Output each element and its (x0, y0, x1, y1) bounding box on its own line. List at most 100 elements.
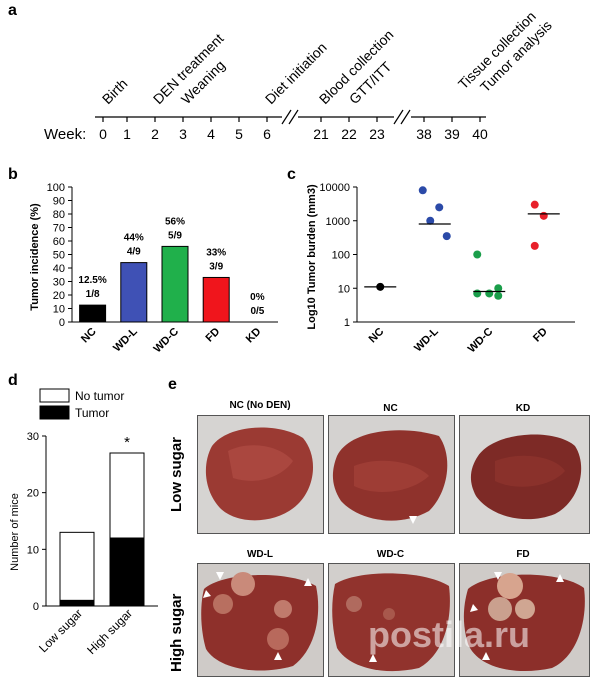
x-tick-label: WD-C (151, 326, 181, 356)
photo-title-wd-c: WD-C (376, 549, 405, 560)
data-point (426, 216, 435, 225)
data-point (485, 289, 494, 298)
y-tick-label: 0 (33, 601, 39, 613)
photo-title-kd: KD (515, 403, 531, 414)
data-point (442, 232, 451, 241)
timeline-tick-label: 6 (263, 126, 271, 142)
tumor-arrowhead-icon (369, 654, 377, 662)
stacked-bar-segment (59, 531, 95, 601)
x-tick-label: NC (79, 326, 99, 346)
bar (120, 262, 148, 323)
data-point (494, 284, 503, 293)
y-tick-label: 30 (27, 431, 39, 443)
bar-data-label: 1/8 (86, 289, 100, 300)
photo-title-nc: NC (383, 403, 398, 414)
y-tick-label: 1 (344, 317, 350, 329)
timeline-tick-label: 3 (179, 126, 187, 142)
y-tick-label: 100 (47, 182, 65, 194)
x-tick-label: Low sugar (36, 606, 85, 655)
y-tick-label: 30 (53, 277, 65, 289)
legend-swatch-no-tumor (39, 388, 70, 403)
photo-title-fd: FD (516, 549, 530, 560)
y-tick-label: 70 (53, 223, 65, 235)
y-tick-label: 10 (338, 283, 350, 295)
data-point (473, 289, 482, 298)
axis-break-mark (393, 109, 404, 125)
timeline-tick-label: 23 (369, 126, 385, 142)
y-tick-label: 80 (53, 209, 65, 221)
stacked-bar-segment (109, 537, 145, 607)
bar-data-label: 3/9 (209, 261, 223, 272)
y-axis-label: Tumor incidence (%) (29, 203, 41, 311)
tumor-arrowhead-icon (304, 578, 312, 586)
tumor-arrowhead-icon (203, 590, 211, 598)
x-tick-label: High sugar (84, 606, 135, 657)
y-tick-label: 10 (27, 544, 39, 556)
row-label-high-sugar: High sugar (168, 593, 185, 672)
tumor-arrowhead-icon (482, 652, 490, 660)
liver-photo-nc-no-den (197, 415, 324, 534)
timeline-tick-label: 40 (472, 126, 488, 142)
y-tick-label: 40 (53, 263, 65, 275)
photo-title-wd-l: WD-L (246, 549, 274, 560)
x-tick-label: KD (244, 326, 264, 346)
bar-data-label: 12.5% (78, 275, 106, 286)
y-tick-label: 10000 (319, 182, 350, 194)
bar-data-label: 33% (206, 247, 226, 258)
legend-swatch-tumor (39, 405, 70, 420)
data-point (418, 186, 427, 195)
panel-a-letter: a (8, 2, 17, 19)
y-axis-label: Number of mice (9, 493, 21, 571)
x-tick-label: WD-C (466, 326, 496, 356)
liver-photo-wd-l (197, 563, 324, 677)
week-label: Week: (44, 126, 86, 143)
legend-label-no-tumor: No tumor (75, 389, 124, 403)
bar (79, 304, 107, 323)
tumor-arrowhead-icon (216, 572, 224, 580)
row-label-low-sugar: Low sugar (168, 436, 185, 512)
y-tick-label: 1000 (326, 216, 350, 228)
timeline-tick-label: 38 (416, 126, 432, 142)
data-point (435, 203, 444, 212)
x-tick-label: WD-L (111, 325, 140, 354)
liver-photo-fd (459, 563, 590, 677)
x-tick-label: FD (203, 326, 222, 345)
axis-break-mark (281, 109, 292, 125)
y-tick-label: 10 (53, 304, 65, 316)
data-point (539, 211, 548, 220)
panel-b-letter: b (8, 166, 18, 183)
bar-data-label: 4/9 (127, 247, 141, 258)
legend-label-tumor: Tumor (75, 406, 109, 420)
bar (202, 276, 230, 323)
sugar-group-chart: No tumor Tumor 0 10 20 30 Number of mice Low su… (9, 388, 158, 657)
bar-data-label: 5/9 (168, 230, 182, 241)
tumor-arrowhead-icon (494, 572, 502, 580)
timeline-tick-label: 39 (444, 126, 460, 142)
data-point (473, 250, 482, 259)
timeline-tick-label: 0 (99, 126, 107, 142)
tumor-arrowhead-icon (470, 604, 478, 612)
y-axis-label: Log10 Tumor burden (mm3) (306, 184, 318, 330)
bar (161, 245, 189, 323)
data-point (530, 200, 539, 209)
y-tick-label: 0 (59, 317, 65, 329)
y-tick-label: 90 (53, 196, 65, 208)
y-tick-label: 100 (332, 250, 350, 262)
bar-data-label: 0% (250, 292, 265, 303)
x-tick-label: FD (531, 326, 550, 345)
bar-data-label: 56% (165, 216, 185, 227)
timeline-tick-label: 2 (151, 126, 159, 142)
data-point (530, 241, 539, 250)
significance-annotation: * (124, 434, 130, 451)
watermark: postila.ru (368, 614, 531, 655)
y-tick-label: 20 (27, 488, 39, 500)
axis-break-mark (400, 109, 411, 125)
timeline-tick-label: 21 (313, 126, 329, 142)
tumor-arrowhead-icon (274, 652, 282, 660)
x-tick-label: NC (367, 326, 387, 346)
timeline-event-label: Birth (99, 75, 131, 107)
liver-photo-wd-c (328, 563, 455, 677)
